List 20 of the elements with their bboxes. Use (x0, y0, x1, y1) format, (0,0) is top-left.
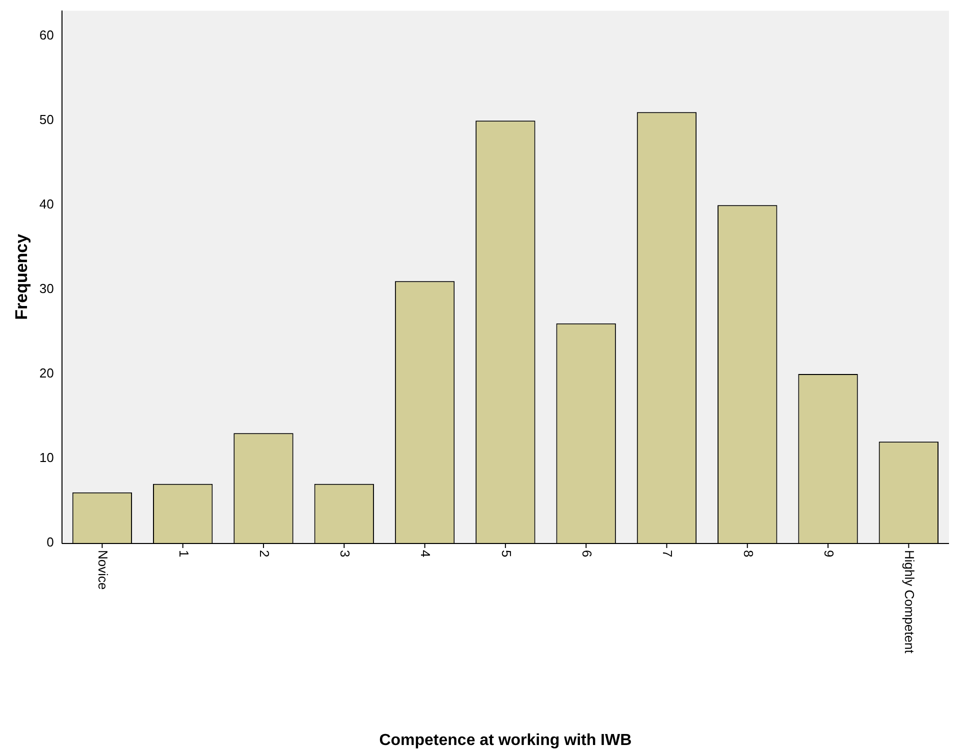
x-tick-label: Highly Competent (902, 550, 918, 654)
x-axis-title: Competence at working with IWB (379, 732, 632, 749)
y-axis-title: Frequency (12, 233, 31, 320)
y-tick-label: 20 (39, 366, 54, 381)
x-tick-label: 1 (176, 550, 192, 558)
x-tick-label: 5 (498, 550, 514, 558)
y-tick-label: 0 (46, 534, 54, 550)
y-tick-label: 50 (39, 112, 54, 128)
x-tick-label: 4 (418, 550, 434, 558)
x-tick-label: 9 (821, 550, 836, 558)
x-tick-label: 6 (580, 550, 594, 558)
y-tick-label: 30 (39, 281, 54, 296)
y-tick-label: 40 (39, 196, 54, 212)
x-tick-label: 8 (740, 550, 756, 558)
x-tick-label: Novice (96, 550, 111, 590)
x-tick-label: 3 (338, 550, 353, 558)
y-tick-label: 10 (39, 450, 54, 466)
y-tick-label: 60 (39, 28, 54, 43)
x-tick-label: 2 (256, 550, 272, 558)
x-tick-label: 7 (660, 550, 676, 558)
